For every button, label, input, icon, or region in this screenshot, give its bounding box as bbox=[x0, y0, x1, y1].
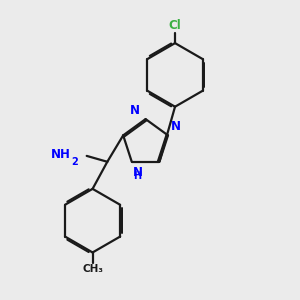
Text: N: N bbox=[133, 166, 143, 179]
Text: N: N bbox=[130, 104, 140, 117]
Text: CH₃: CH₃ bbox=[82, 264, 103, 274]
Text: NH: NH bbox=[51, 148, 70, 161]
Text: N: N bbox=[171, 120, 181, 133]
Text: H: H bbox=[133, 170, 141, 181]
Text: Cl: Cl bbox=[169, 19, 182, 32]
Text: 2: 2 bbox=[71, 158, 78, 167]
